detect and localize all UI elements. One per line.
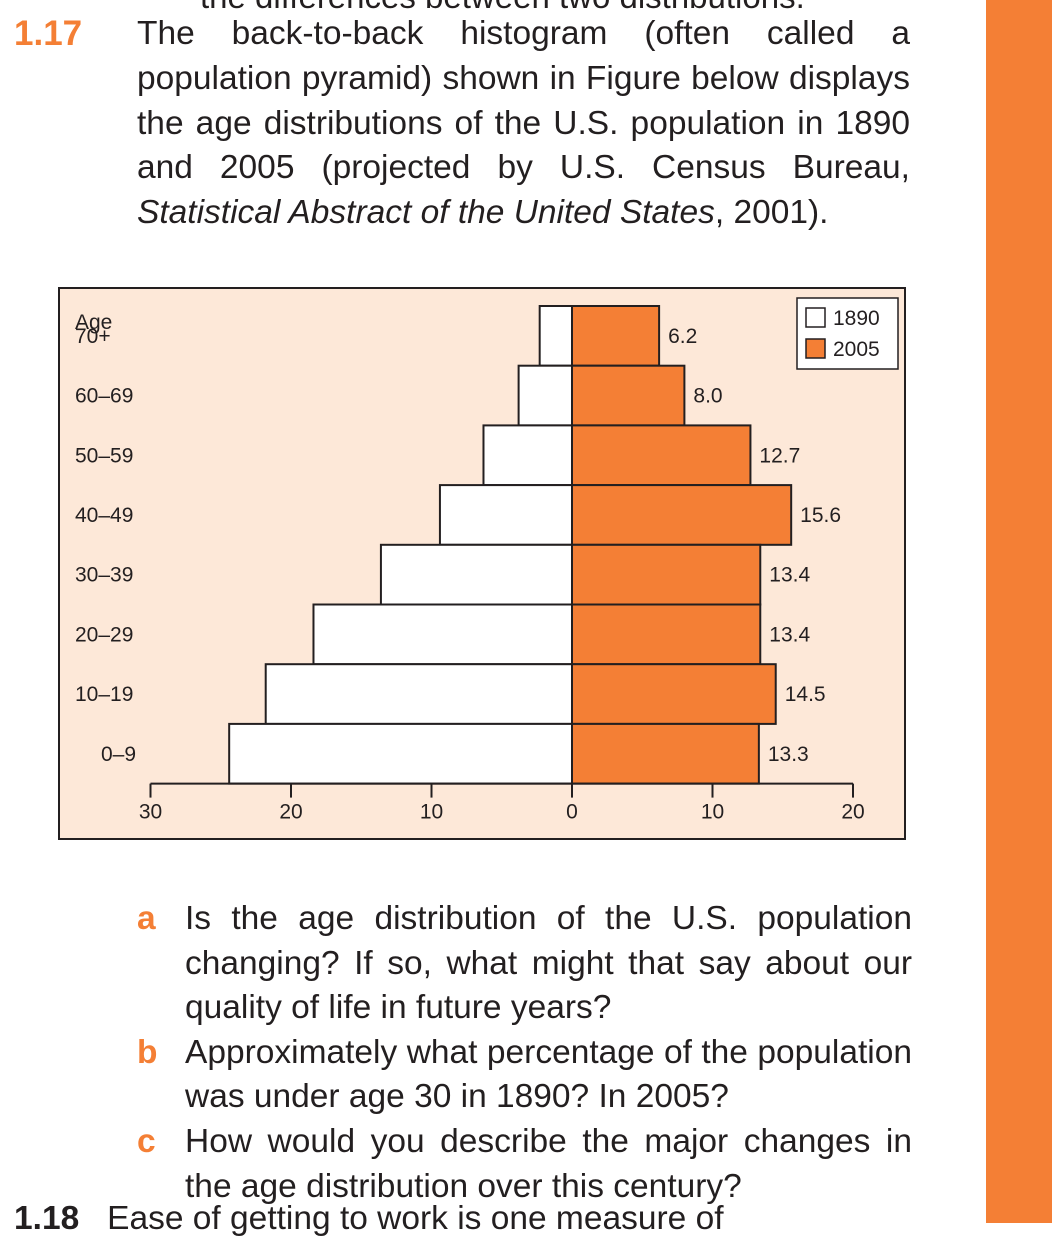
x-tick-left-2-label: 10: [420, 801, 443, 824]
part-c-label: c: [137, 1122, 156, 1160]
bar-1890-4: [379, 543, 574, 606]
bar-2005-3: [571, 484, 793, 546]
bar-2005-1: [571, 364, 686, 427]
category-label-7: 0–9: [101, 743, 136, 766]
x-tick-left-0-label: 30: [139, 801, 162, 824]
bar-1890-3: [438, 484, 573, 546]
data-label-2005-2: 12.7: [759, 444, 800, 467]
part-a-label: a: [137, 900, 156, 937]
bar-2005-6: [571, 663, 777, 725]
problem-text: The back-to-back histogram (often called…: [137, 12, 910, 236]
bar-1890-1: [517, 364, 573, 427]
problem-number: 1.17: [14, 14, 83, 53]
legend-label-2005: 2005: [833, 338, 880, 361]
bar-2005-2: [571, 424, 752, 487]
category-label-4: 30–39: [75, 564, 133, 587]
x-tick-right-0-label: 10: [701, 801, 724, 824]
part-b: b Approximately what percentage of the p…: [137, 1031, 912, 1120]
legend-swatch-1890: [805, 307, 826, 328]
bar-2005-4: [571, 543, 762, 606]
previous-problem-fragment: the differences between two distribution…: [200, 0, 805, 16]
problem-text-end: , 2001).: [714, 194, 829, 232]
source-title: Statistical Abstract of the United State…: [137, 194, 715, 232]
data-label-2005-0: 6.2: [668, 325, 697, 348]
category-label-6: 10–19: [75, 683, 133, 706]
legend-label-1890: 1890: [833, 307, 880, 330]
bar-1890-2: [482, 424, 573, 487]
question-parts: a Is the age distribution of the U.S. po…: [137, 897, 912, 1209]
bar-1890-6: [264, 663, 574, 725]
next-problem-number: 1.18: [14, 1200, 80, 1237]
x-tick-right-1-label: 20: [841, 801, 864, 824]
part-b-text: Approximately what percentage of the pop…: [185, 1033, 912, 1116]
part-a: a Is the age distribution of the U.S. po…: [137, 897, 912, 1031]
next-problem-text: Ease of getting to work is one measure o…: [107, 1200, 724, 1237]
next-problem-fragment: 1.18 Ease of getting to work is one meas…: [14, 1200, 724, 1238]
data-label-2005-4: 13.4: [769, 564, 810, 587]
bar-2005-0: [571, 305, 661, 367]
category-label-1: 60–69: [75, 385, 133, 408]
data-label-2005-3: 15.6: [800, 504, 841, 527]
bar-1890-5: [312, 603, 573, 666]
category-label-5: 20–29: [75, 623, 133, 646]
data-label-2005-6: 14.5: [785, 683, 826, 706]
category-label-2: 50–59: [75, 444, 133, 467]
part-c-text: How would you describe the major changes…: [185, 1122, 912, 1205]
category-label-3: 40–49: [75, 504, 133, 527]
x-tick-center-label: 0: [566, 801, 578, 824]
data-label-2005-5: 13.4: [769, 623, 810, 646]
part-c: c How would you describe the major chang…: [137, 1120, 912, 1209]
bar-1890-0: [538, 305, 573, 367]
y-axis-title: Age: [75, 311, 112, 334]
data-label-2005-7: 13.3: [768, 743, 809, 766]
data-label-2005-1: 8.0: [693, 385, 722, 408]
part-b-label: b: [137, 1033, 158, 1071]
bar-2005-5: [571, 603, 762, 666]
bar-1890-7: [228, 722, 573, 785]
population-pyramid-chart: 6.2 70+ 8.0 60–69 12.7 50–59 15.6 40–49 13.4 30–3…: [75, 297, 899, 824]
side-accent-bar: [986, 0, 1052, 1223]
bar-2005-7: [571, 722, 760, 785]
x-tick-left-1-label: 20: [279, 801, 302, 824]
part-a-text: Is the age distribution of the U.S. popu…: [185, 900, 912, 1027]
category-label-0: 70+: [75, 325, 111, 348]
legend-swatch-2005: [805, 338, 826, 359]
population-pyramid-figure: 6.2 70+ 8.0 60–69 12.7 50–59 15.6 40–49 13.4 30–3…: [58, 287, 906, 840]
problem-text-main: The back-to-back histogram (often called…: [137, 15, 910, 187]
